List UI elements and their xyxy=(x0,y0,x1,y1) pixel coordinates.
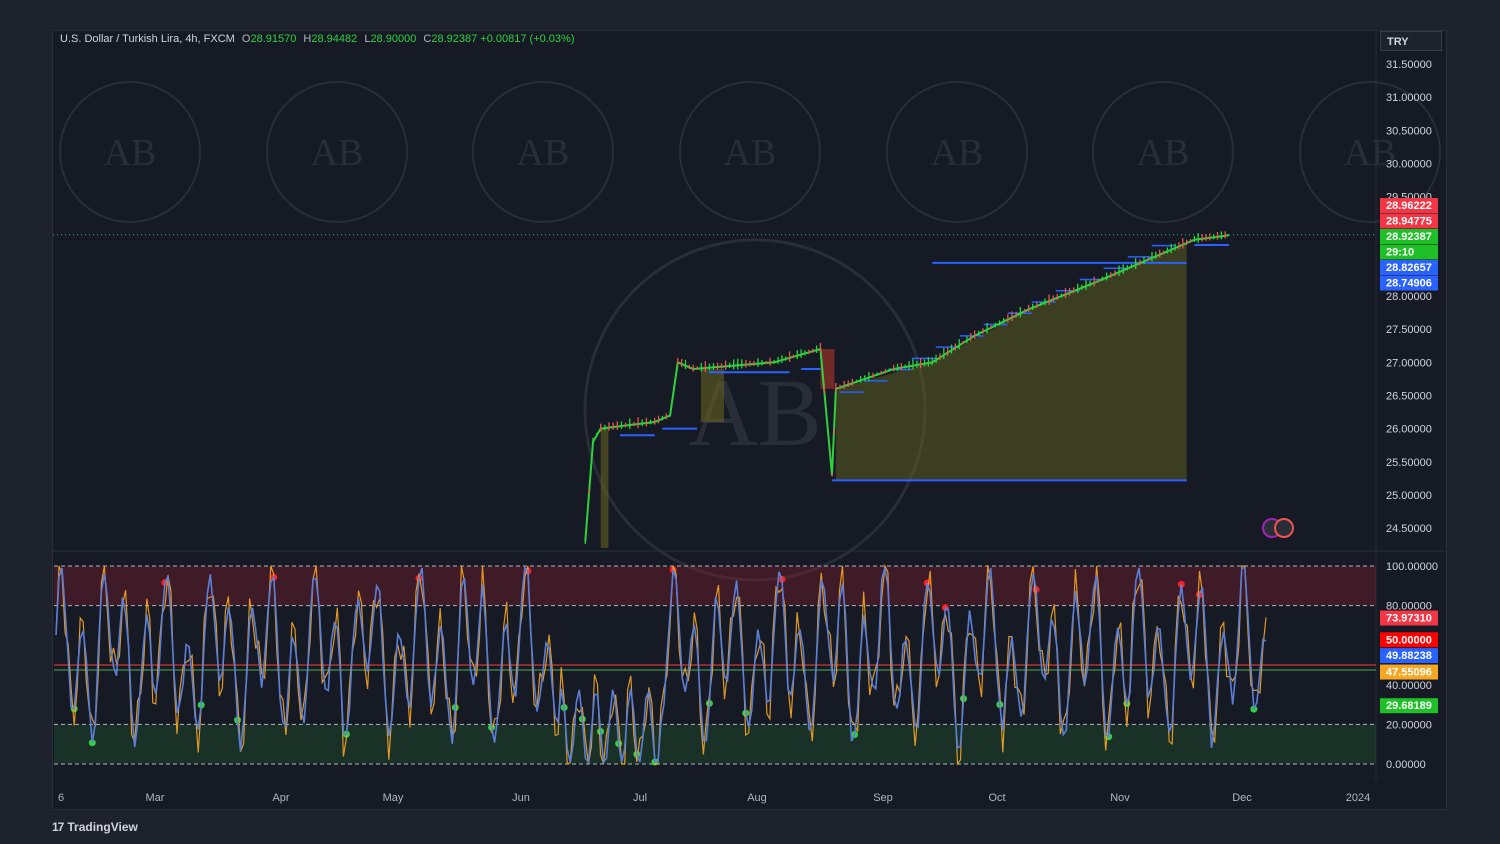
rsi-tag-label: 29.68189 xyxy=(1386,700,1432,712)
watermark-seal xyxy=(1092,81,1234,223)
accumulation-fill xyxy=(835,243,1187,481)
close-label: C xyxy=(423,33,432,45)
rsi-tag-label: 73.97310 xyxy=(1386,613,1432,625)
price-tag-label: 28.82657 xyxy=(1386,262,1432,274)
price-tag-label: 28.74906 xyxy=(1386,278,1432,290)
rsi-line xyxy=(55,566,1267,764)
currency-selector[interactable]: TRY xyxy=(1380,31,1442,51)
high-label: H xyxy=(303,33,312,45)
price-tick-label: 30.00000 xyxy=(1386,158,1432,170)
rsi-tag-box xyxy=(1380,610,1438,626)
oversold-zone xyxy=(54,724,1376,764)
price-tag-box xyxy=(1380,213,1438,229)
rsi-tick-label: 100.00000 xyxy=(1386,561,1438,573)
open-value: 28.91570 xyxy=(250,33,297,45)
accumulation-fill-small xyxy=(600,428,609,548)
price-tag-box xyxy=(1380,275,1438,291)
price-tick-label: 31.50000 xyxy=(1386,59,1432,71)
price-tick-label: 27.00000 xyxy=(1386,357,1432,369)
price-tag-box xyxy=(1380,260,1438,275)
watermark-big-seal xyxy=(583,238,927,582)
accumulation-fill-small xyxy=(700,368,725,423)
time-tick-label: 6 xyxy=(58,792,64,804)
rsi-tick-label: 80.00000 xyxy=(1386,601,1432,613)
price-tick-label: 27.50000 xyxy=(1386,324,1432,336)
open-label: O xyxy=(241,33,251,45)
tradingview-name: TradingView xyxy=(67,820,138,834)
watermark-initials: AB xyxy=(517,132,570,174)
watermark-seal xyxy=(266,81,408,223)
rsi-tag-box xyxy=(1380,648,1438,664)
price-tag-label: 28.92387 xyxy=(1386,231,1432,243)
price-tick-label: 28.00000 xyxy=(1386,291,1432,303)
watermark-initials: AB xyxy=(104,132,157,174)
time-tick-label: Dec xyxy=(1232,792,1252,804)
price-tick-label: 25.50000 xyxy=(1386,457,1432,469)
low-label: L xyxy=(364,33,371,45)
chart-frame[interactable] xyxy=(52,30,1447,810)
watermark-seal xyxy=(679,81,821,223)
rsi-tick-label: 20.00000 xyxy=(1386,719,1432,731)
price-tag-box xyxy=(1380,229,1438,244)
time-tick-label: Mar xyxy=(146,792,165,804)
time-tick-label: Jul xyxy=(633,792,647,804)
watermark-seal xyxy=(1299,81,1441,223)
watermark-seal xyxy=(886,81,1028,223)
tradingview-logo[interactable]: 17 TradingView xyxy=(52,820,138,834)
tr-flag-event-icon xyxy=(1274,518,1294,538)
time-tick-label: Jun xyxy=(512,792,530,804)
rsi-tick-label: 0.00000 xyxy=(1386,759,1426,771)
price-tick-label: 26.50000 xyxy=(1386,391,1432,403)
price-tick-label: 26.00000 xyxy=(1386,424,1432,436)
watermark-initials: AB xyxy=(1344,132,1397,174)
time-tick-label: Sep xyxy=(873,792,893,804)
price-tick-label: 25.00000 xyxy=(1386,490,1432,502)
symbol-legend: U.S. Dollar / Turkish Lira, 4h, FXCM O28… xyxy=(60,33,574,45)
price-tag-label: 28.94775 xyxy=(1386,216,1432,228)
rsi-tag-label: 49.88238 xyxy=(1386,650,1432,662)
price-tag-label: 28.96222 xyxy=(1386,200,1432,212)
watermark-initials: AB xyxy=(1137,132,1190,174)
low-value: 28.90000 xyxy=(370,33,417,45)
watermark-initials: AB xyxy=(311,132,364,174)
price-tag-box xyxy=(1380,198,1438,213)
rsi-tag-box xyxy=(1380,664,1438,680)
time-tick-label: Apr xyxy=(272,792,289,804)
rsi-tag-box xyxy=(1380,698,1438,714)
price-tick-label: 30.50000 xyxy=(1386,125,1432,137)
time-tick-label: 2024 xyxy=(1346,792,1370,804)
time-tick-label: Oct xyxy=(988,792,1005,804)
change-value: +0.00817 (+0.03%) xyxy=(480,33,575,45)
watermark-seal xyxy=(472,81,614,223)
rsi-tick-label: 40.00000 xyxy=(1386,680,1432,692)
rsi-tag-label: 47.55096 xyxy=(1386,667,1432,679)
price-tag-label: 29:10 xyxy=(1386,247,1414,259)
price-tick-label: 31.00000 xyxy=(1386,92,1432,104)
time-tick-label: Nov xyxy=(1110,792,1130,804)
price-tick-label: 24.50000 xyxy=(1386,523,1432,535)
price-tag-box xyxy=(1380,244,1438,260)
watermark-initials: AB xyxy=(724,132,777,174)
close-value: 28.92387 xyxy=(431,33,478,45)
time-tick-label: May xyxy=(383,792,404,804)
rsi-tag-label: 50.00000 xyxy=(1386,634,1432,646)
rsi-tag-box xyxy=(1380,632,1438,648)
time-tick-label: Aug xyxy=(747,792,767,804)
symbol-title: U.S. Dollar / Turkish Lira, 4h, FXCM xyxy=(60,33,235,45)
tradingview-mark-icon: 17 xyxy=(52,820,64,834)
watermark-seal xyxy=(59,81,201,223)
watermark-initials: AB xyxy=(931,132,984,174)
high-value: 28.94482 xyxy=(311,33,358,45)
